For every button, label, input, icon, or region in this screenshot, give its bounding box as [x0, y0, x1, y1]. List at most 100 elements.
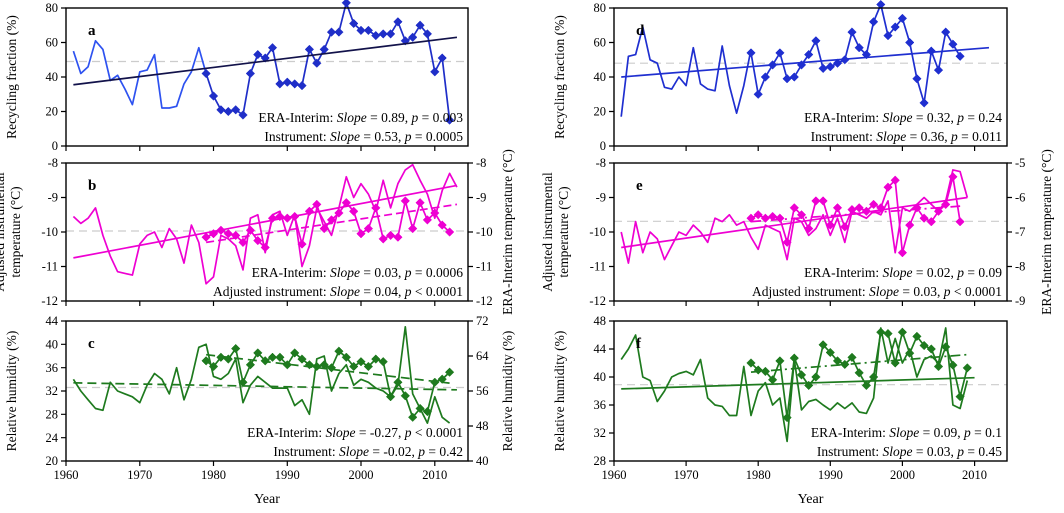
y-axis-title-left-line2: temperature (°C): [556, 186, 571, 277]
right-axis-ticks: [468, 162, 473, 302]
annotation-era-interim: ERA-Interim: Slope = 0.09, p = 0.1: [811, 425, 1002, 440]
panel-a: 80 60 40 20 0 Recycling fraction (%) a ERA-Inte…: [4, 0, 469, 153]
y-axis-tick-label: -11: [42, 260, 58, 274]
trend-line-0: [621, 46, 990, 78]
y-axis-tick-label: 36: [46, 361, 59, 375]
left-axis-ticks: [61, 162, 66, 302]
y-axis-tick-label: -11: [590, 260, 606, 274]
series-adjusted-instrument-line: [72, 163, 458, 285]
left-axis-ticks: [609, 7, 614, 147]
panel-d: 80 60 40 20 0 Recycling fraction (%) d ERA-Inte…: [552, 0, 1008, 153]
y-axis-right-tick-label: -12: [476, 294, 493, 308]
y-axis-right-tick-label: 48: [476, 419, 489, 433]
x-axis-tick-label: 2010: [962, 468, 987, 482]
x-axis-tick-label: 1970: [674, 468, 699, 482]
annotation-era-interim: ERA-Interim: Slope = 0.02, p = 0.09: [804, 265, 1002, 280]
y-axis-right-tick-label: -5: [1015, 156, 1025, 170]
y-axis-right-tick-label: -11: [476, 260, 492, 274]
trend-line-0: [73, 184, 458, 259]
annotation-instrument: Instrument: Slope = 0.36, p = 0.011: [811, 129, 1002, 144]
y-axis-tick-label: 28: [46, 408, 59, 422]
left-axis-ticks: [61, 7, 66, 147]
y-axis-tick-label: -12: [589, 294, 606, 308]
series-era-interim-line: [750, 3, 961, 104]
left-axis-ticks: [609, 162, 614, 302]
y-axis-right-tick-label: -6: [1015, 191, 1025, 205]
series-instrument-line: [620, 26, 752, 117]
y-axis-title-left: Recycling fraction (%): [4, 15, 19, 139]
bottom-axis-ticks: [65, 301, 436, 306]
trend-line-1: [750, 353, 968, 373]
trend-line-0: [621, 376, 975, 390]
y-axis-tick-label: 44: [594, 342, 607, 356]
annotation-instrument: Adjusted instrument: Slope = 0.03, p < 0…: [752, 284, 1002, 299]
bottom-axis-ticks: [65, 461, 436, 466]
y-axis-right-tick-label: -9: [476, 191, 486, 205]
y-axis-tick-label: 20: [46, 454, 59, 468]
trend-line-0: [73, 36, 458, 86]
x-axis-tick-label: 2010: [422, 468, 447, 482]
x-axis-title: Year: [798, 492, 824, 507]
y-axis-tick-label: -10: [589, 225, 606, 239]
plot-border: [613, 320, 1008, 462]
x-axis-tick-label: 1990: [818, 468, 843, 482]
y-axis-title-left: Recycling fraction (%): [552, 15, 567, 139]
x-axis-tick-label: 1980: [746, 468, 771, 482]
panel-letter: b: [88, 178, 96, 194]
y-axis-tick-label: -8: [48, 156, 58, 170]
y-axis-tick-label: 60: [46, 36, 59, 50]
y-axis-tick-label: 80: [46, 1, 59, 15]
annotation-era-interim: ERA-Interim: Slope = -0.27, p < 0.0001: [247, 425, 463, 440]
panel-letter: e: [636, 178, 643, 194]
series-era-interim-markers: [201, 343, 455, 422]
annotation-instrument: Instrument: Slope = 0.53, p = 0.0005: [264, 129, 463, 144]
y-axis-right-tick-label: 64: [476, 349, 489, 363]
y-axis-right-tick-label: -8: [476, 156, 486, 170]
y-axis-tick-label: 28: [594, 454, 607, 468]
x-axis-tick-label: 1990: [275, 468, 300, 482]
x-axis-tick-label: 1980: [201, 468, 226, 482]
trend-line-0: [73, 381, 457, 391]
x-axis-tick-label: 1960: [602, 468, 627, 482]
y-axis-title-left: Relative humidity (%): [4, 331, 19, 452]
trend-line-1: [206, 353, 450, 384]
bottom-axis-ticks: [65, 146, 436, 151]
x-axis-tick-label: 1960: [54, 468, 79, 482]
bottom-axis-ticks: [613, 301, 976, 306]
y-axis-right-tick-label: -8: [1015, 260, 1025, 274]
y-axis-tick-label: 40: [594, 70, 607, 84]
y-axis-tick-label: -8: [596, 156, 606, 170]
series-era-interim-markers: [746, 327, 972, 423]
y-axis-tick-label: 40: [46, 70, 59, 84]
y-axis-right-tick-label: -9: [1015, 294, 1025, 308]
series-era-interim-line: [205, 347, 451, 419]
y-axis-title-left-line1: Adjusted instrumental: [540, 172, 555, 292]
left-axis-ticks: [609, 320, 614, 462]
right-axis-ticks: [468, 320, 473, 462]
y-axis-title-right: Relative humidity (%): [500, 331, 515, 452]
y-axis-right-tick-label: -10: [476, 225, 493, 239]
bottom-axis-ticks: [613, 146, 976, 151]
y-axis-tick-label: -12: [41, 294, 58, 308]
y-axis-tick-label: 40: [46, 338, 59, 352]
x-axis-tick-label: 2000: [349, 468, 374, 482]
y-axis-tick-label: 32: [594, 426, 607, 440]
series-instrument-line: [72, 39, 207, 109]
plot-border: [65, 162, 469, 302]
y-axis-tick-label: 20: [46, 105, 59, 119]
plot-border: [65, 7, 469, 147]
panel-letter: c: [88, 336, 95, 352]
right-axis-ticks: [1007, 162, 1012, 302]
series-era-interim-markers: [746, 0, 965, 108]
series-instrument-line: [72, 325, 451, 424]
trend-line-1: [750, 205, 961, 223]
plot-border: [613, 7, 1008, 147]
panel-letter: d: [636, 23, 645, 39]
y-axis-tick-label: 60: [594, 36, 607, 50]
y-axis-tick-label: 36: [594, 398, 607, 412]
y-axis-tick-label: -10: [41, 225, 58, 239]
y-axis-tick-label: 24: [46, 431, 59, 445]
annotation-era-interim: ERA-Interim: Slope = 0.89, p = 0.003: [258, 110, 463, 125]
